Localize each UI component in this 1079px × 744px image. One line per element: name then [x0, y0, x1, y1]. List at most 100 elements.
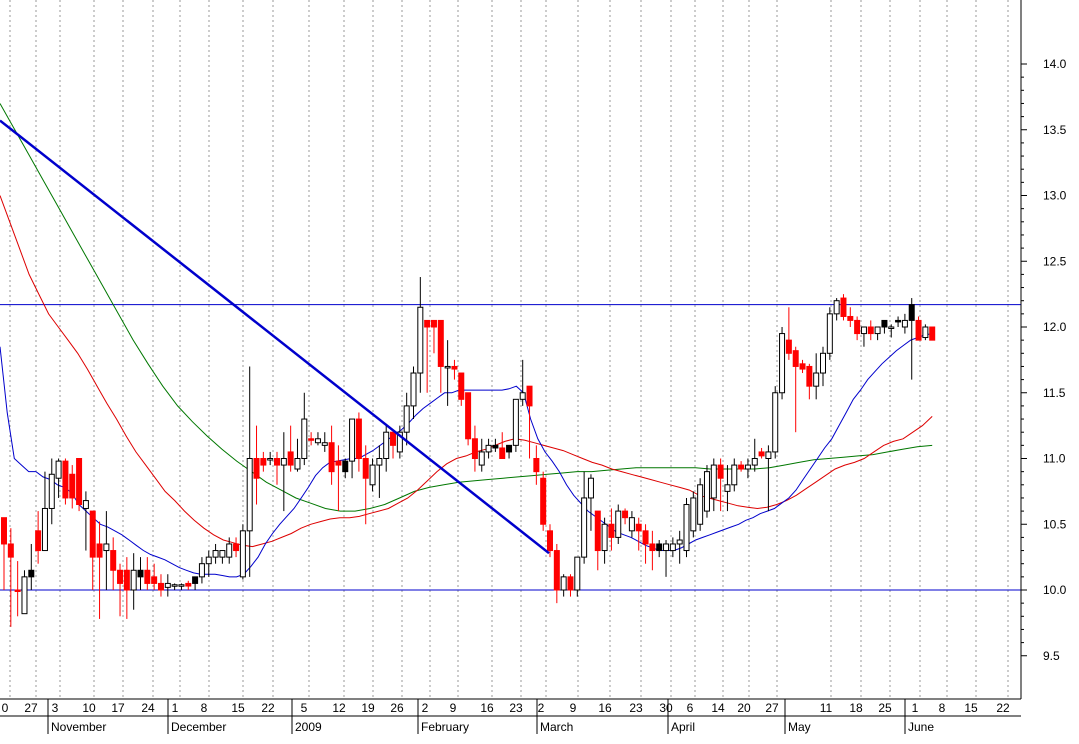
- x-week-label: 16: [598, 701, 612, 715]
- candle: [294, 438, 301, 472]
- candle: [335, 445, 342, 512]
- candle: [512, 398, 519, 452]
- x-week-label: 27: [24, 701, 38, 715]
- x-month-label: April: [671, 720, 695, 734]
- candle: [628, 511, 635, 538]
- candle: [62, 458, 69, 505]
- y-tick-label: 12.5: [1043, 254, 1067, 268]
- candle-body: [185, 582, 192, 587]
- x-axis: 0 27 3 10 17 24 1 8 15 22 5 12 19 26 2 9 16 23 2 9 16 23 30 6 14…: [0, 698, 1021, 734]
- candle: [246, 366, 253, 577]
- candle: [751, 438, 758, 472]
- candle: [499, 432, 506, 460]
- candle-body: [820, 352, 826, 374]
- candle-body: [151, 576, 158, 584]
- candle-body: [301, 418, 308, 459]
- candle-body: [608, 523, 615, 538]
- candle: [471, 425, 478, 472]
- candle-body: [908, 304, 915, 321]
- candle-body: [526, 385, 533, 407]
- candle-body: [471, 438, 478, 459]
- candle-body: [581, 497, 588, 558]
- candle: [321, 432, 328, 452]
- candle: [308, 432, 315, 446]
- candle: [151, 563, 158, 590]
- candle: [198, 557, 205, 584]
- candle-body: [267, 458, 274, 461]
- candle: [724, 465, 731, 512]
- candle: [765, 445, 772, 512]
- candle: [260, 451, 267, 472]
- candle-body: [14, 589, 21, 592]
- candle: [663, 540, 670, 577]
- x-week-label: 14: [711, 701, 725, 715]
- candle: [171, 583, 178, 590]
- candle: [615, 504, 622, 544]
- candle: [656, 540, 663, 558]
- x-month-label: November: [51, 720, 106, 734]
- candle: [826, 307, 833, 360]
- candle: [867, 320, 874, 341]
- candle-body: [697, 484, 704, 525]
- candle: [157, 574, 164, 597]
- candle: [806, 363, 813, 400]
- candle: [710, 458, 717, 512]
- candle: [110, 537, 117, 590]
- candle-body: [444, 365, 451, 369]
- candle-body: [396, 431, 403, 453]
- candle: [820, 346, 826, 387]
- candle-body: [751, 458, 758, 466]
- candle-body: [547, 530, 553, 552]
- candle-body: [813, 372, 820, 387]
- candle: [123, 557, 130, 619]
- candle-body: [465, 392, 472, 440]
- candle-body: [915, 319, 922, 341]
- candle-body: [758, 451, 765, 457]
- candle: [280, 432, 287, 512]
- candle: [649, 530, 656, 571]
- x-month-label: June: [908, 720, 934, 734]
- candle: [82, 491, 89, 551]
- ma-long-line: [0, 103, 933, 512]
- candle-body: [478, 451, 485, 466]
- candle: [922, 324, 929, 341]
- x-week-label: 23: [629, 701, 643, 715]
- candle: [840, 294, 847, 321]
- candle: [608, 508, 615, 551]
- candle: [915, 316, 922, 341]
- x-month-label: 2009: [295, 720, 322, 734]
- candle: [192, 576, 199, 590]
- candle-body: [731, 464, 738, 486]
- vertical-gridlines: [9, 0, 1009, 699]
- x-week-label: 15: [964, 701, 978, 715]
- x-week-label: 9: [570, 701, 577, 715]
- candle: [444, 340, 451, 406]
- candle-body: [410, 372, 417, 407]
- candle-body: [806, 365, 813, 387]
- x-week-label: 10: [82, 701, 96, 715]
- candle: [567, 574, 574, 597]
- candle-body: [390, 431, 397, 446]
- x-week-label: 17: [111, 701, 125, 715]
- candle-body: [144, 569, 151, 584]
- candle-body: [499, 447, 506, 460]
- candle: [526, 385, 533, 459]
- candle-body: [847, 315, 854, 321]
- candle-body: [710, 464, 717, 499]
- x-week-label: 5: [301, 701, 308, 715]
- candle-body: [656, 543, 663, 552]
- candle-body: [533, 458, 540, 473]
- candle-body: [192, 576, 199, 584]
- candle-body: [212, 550, 219, 558]
- candle-body: [137, 569, 144, 578]
- candle: [458, 372, 465, 406]
- candle-body: [69, 473, 76, 499]
- candle: [403, 392, 410, 446]
- candle-body: [355, 418, 362, 459]
- candle-body: [239, 530, 246, 578]
- candle: [117, 563, 124, 617]
- candle-body: [314, 438, 321, 444]
- candle-body: [683, 504, 690, 552]
- candle-body: [779, 333, 786, 394]
